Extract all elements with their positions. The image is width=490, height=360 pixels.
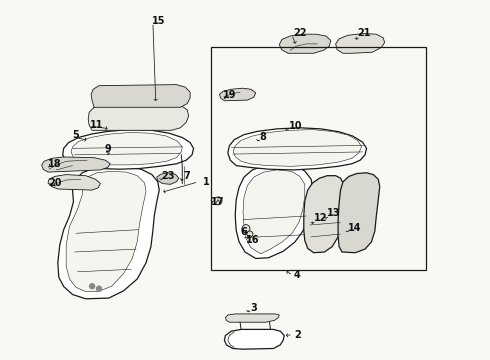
Text: 18: 18 — [48, 159, 62, 169]
Text: 16: 16 — [246, 235, 260, 246]
Polygon shape — [225, 314, 279, 322]
Polygon shape — [279, 34, 331, 53]
Text: 3: 3 — [250, 303, 257, 313]
Text: 11: 11 — [90, 120, 103, 130]
Text: 22: 22 — [293, 28, 307, 39]
Polygon shape — [63, 130, 194, 169]
Text: 4: 4 — [294, 270, 301, 280]
Polygon shape — [233, 130, 362, 166]
Text: 1: 1 — [203, 177, 210, 187]
Text: 21: 21 — [358, 28, 371, 39]
Polygon shape — [71, 132, 182, 165]
Polygon shape — [91, 85, 190, 107]
Polygon shape — [58, 166, 159, 299]
Text: 6: 6 — [240, 227, 247, 237]
Text: 23: 23 — [162, 171, 175, 181]
Polygon shape — [228, 128, 367, 170]
Polygon shape — [224, 329, 284, 349]
Polygon shape — [42, 157, 110, 172]
Text: 15: 15 — [152, 16, 166, 26]
Circle shape — [247, 231, 253, 237]
Text: 17: 17 — [211, 197, 224, 207]
Text: 5: 5 — [73, 130, 79, 140]
Polygon shape — [66, 171, 146, 292]
Text: 9: 9 — [104, 144, 111, 154]
Text: 10: 10 — [289, 121, 303, 131]
Text: 13: 13 — [327, 208, 341, 218]
Polygon shape — [157, 173, 179, 184]
Polygon shape — [220, 88, 256, 101]
Polygon shape — [48, 175, 100, 190]
Polygon shape — [88, 103, 189, 130]
Circle shape — [97, 286, 101, 291]
Text: 7: 7 — [184, 171, 191, 181]
Text: 19: 19 — [223, 90, 237, 100]
Text: 8: 8 — [260, 132, 267, 142]
Text: 14: 14 — [348, 223, 362, 233]
Bar — [211, 47, 426, 270]
Polygon shape — [338, 173, 380, 253]
Polygon shape — [304, 176, 343, 253]
Polygon shape — [243, 170, 305, 254]
Circle shape — [90, 284, 95, 289]
Text: 2: 2 — [294, 330, 301, 340]
Circle shape — [214, 197, 222, 205]
Polygon shape — [235, 164, 313, 258]
Text: 12: 12 — [314, 213, 327, 223]
Polygon shape — [336, 33, 385, 53]
Text: 20: 20 — [48, 178, 62, 188]
Circle shape — [242, 225, 250, 233]
